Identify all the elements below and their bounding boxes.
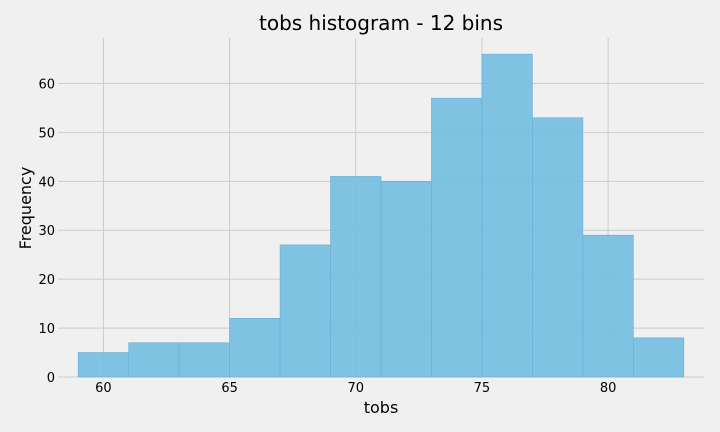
- y-tick-label: 60: [38, 77, 55, 92]
- histogram-bar: [128, 342, 180, 378]
- y-tick-label: 0: [47, 371, 55, 386]
- histogram-bar: [481, 53, 533, 378]
- y-tick-label: 20: [38, 273, 55, 288]
- y-tick-labels: 0 10 20 30 40 50 60: [38, 77, 55, 386]
- x-tick-label: 70: [347, 381, 364, 396]
- chart-title: tobs histogram - 12 bins: [259, 11, 503, 35]
- x-tick-labels: 60 65 70 75 80: [95, 381, 616, 396]
- histogram-bar: [380, 181, 432, 378]
- histogram-bar: [229, 317, 281, 378]
- histogram-bar: [532, 117, 584, 378]
- histogram-bar: [633, 337, 685, 378]
- x-tick-label: 80: [600, 381, 617, 396]
- histogram-bar: [431, 97, 483, 378]
- y-axis-label: Frequency: [16, 167, 35, 250]
- y-tick-label: 30: [38, 224, 55, 239]
- y-tick-label: 50: [38, 126, 55, 141]
- histogram-bars: [77, 53, 685, 378]
- y-tick-label: 10: [38, 322, 55, 337]
- histogram-bar: [279, 244, 331, 378]
- y-tick-label: 40: [38, 175, 55, 190]
- x-tick-label: 60: [95, 381, 112, 396]
- histogram-bar: [178, 342, 230, 378]
- x-tick-label: 75: [474, 381, 491, 396]
- histogram-bar: [330, 176, 382, 378]
- histogram-bar: [77, 352, 129, 378]
- x-axis-label: tobs: [364, 398, 399, 417]
- x-tick-label: 65: [221, 381, 238, 396]
- histogram-bar: [582, 234, 634, 378]
